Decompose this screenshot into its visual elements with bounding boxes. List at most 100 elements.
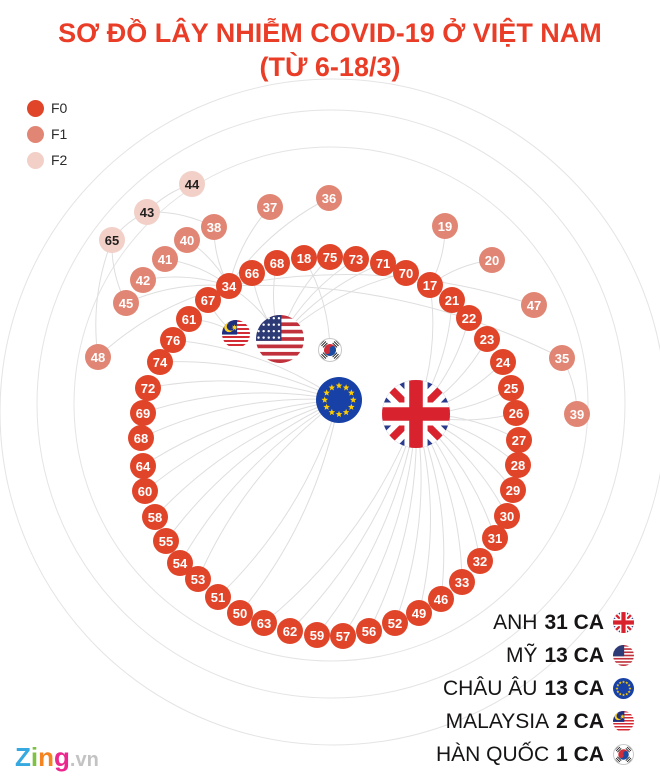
case-node-70: 70 bbox=[393, 260, 419, 286]
country-case-count: 31 CA bbox=[544, 610, 604, 634]
case-node-36: 36 bbox=[316, 185, 342, 211]
case-node-46: 46 bbox=[428, 586, 454, 612]
infection-link bbox=[228, 284, 563, 359]
zing-letter: n bbox=[38, 742, 55, 772]
zing-letter: i bbox=[30, 742, 39, 772]
case-node-38: 38 bbox=[201, 214, 227, 240]
case-node-37: 37 bbox=[257, 194, 283, 220]
case-node-68: 68 bbox=[264, 250, 290, 276]
infection-link bbox=[303, 257, 331, 351]
infection-link bbox=[179, 399, 340, 564]
level-label-f0: F0 bbox=[51, 100, 68, 116]
country-name: ANH bbox=[493, 610, 538, 634]
case-node-28: 28 bbox=[505, 452, 531, 478]
title-line1: SƠ ĐỒ LÂY NHIỄM COVID-19 Ở VIỆT NAM bbox=[58, 18, 602, 48]
case-node-58: 58 bbox=[142, 504, 168, 530]
case-node-50: 50 bbox=[227, 600, 253, 626]
case-node-68b: 68 bbox=[128, 425, 154, 451]
case-node-55: 55 bbox=[153, 528, 179, 554]
case-node-63: 63 bbox=[251, 610, 277, 636]
infection-link bbox=[142, 399, 340, 467]
case-node-75: 75 bbox=[317, 244, 343, 270]
country-name: MALAYSIA bbox=[445, 709, 550, 733]
infection-link bbox=[197, 399, 340, 580]
case-node-60: 60 bbox=[132, 478, 158, 504]
country-legend-korea: HÀN QUỐC 1 CA bbox=[436, 738, 634, 771]
infection-link bbox=[228, 197, 330, 287]
case-node-69: 69 bbox=[130, 400, 156, 426]
page-title: SƠ ĐỒ LÂY NHIỄM COVID-19 Ở VIỆT NAM (TỪ … bbox=[0, 16, 660, 84]
case-node-64: 64 bbox=[130, 453, 156, 479]
case-node-51: 51 bbox=[205, 584, 231, 610]
country-name: HÀN QUỐC bbox=[435, 742, 550, 766]
decor-circle bbox=[0, 78, 660, 746]
level-dot-f2 bbox=[27, 151, 44, 169]
case-node-40: 40 bbox=[174, 227, 200, 253]
case-node-42: 42 bbox=[130, 267, 156, 293]
case-node-25: 25 bbox=[498, 375, 524, 401]
case-node-72: 72 bbox=[135, 375, 161, 401]
uk-flag-icon bbox=[613, 612, 634, 633]
case-node-29: 29 bbox=[500, 477, 526, 503]
case-node-32: 32 bbox=[467, 548, 493, 574]
infection-link bbox=[239, 399, 340, 614]
case-node-48: 48 bbox=[85, 344, 111, 370]
country-case-count: 13 CA bbox=[544, 676, 604, 700]
case-node-41: 41 bbox=[152, 246, 178, 272]
infection-link bbox=[95, 239, 113, 358]
case-node-67: 67 bbox=[195, 287, 221, 313]
country-case-count: 1 CA bbox=[556, 742, 604, 766]
malaysia-flag-icon bbox=[222, 320, 250, 348]
case-node-49: 49 bbox=[406, 600, 432, 626]
country-legend-malaysia: MALAYSIA 2 CA bbox=[436, 705, 634, 738]
case-node-52: 52 bbox=[382, 610, 408, 636]
infection-link bbox=[142, 392, 340, 414]
case-node-73: 73 bbox=[343, 246, 369, 272]
zing-letter: Z bbox=[15, 742, 31, 772]
korea-flag-icon bbox=[318, 338, 342, 362]
level-dot-f1 bbox=[27, 125, 44, 143]
case-node-71: 71 bbox=[370, 250, 396, 276]
infection-link bbox=[154, 399, 340, 518]
case-node-33: 33 bbox=[449, 569, 475, 595]
case-node-53: 53 bbox=[185, 566, 211, 592]
eu-flag-icon bbox=[613, 678, 634, 699]
case-node-56: 56 bbox=[356, 618, 382, 644]
country-legend: ANH 31 CA MỸ 13 CA CHÂU ÂU 13 CA MALAYSIA 2 CA H… bbox=[436, 606, 634, 771]
case-node-19: 19 bbox=[432, 213, 458, 239]
infection-link bbox=[217, 399, 340, 598]
case-node-35: 35 bbox=[549, 345, 575, 371]
infection-link bbox=[165, 399, 340, 542]
case-node-17: 17 bbox=[417, 272, 443, 298]
case-node-43: 43 bbox=[134, 199, 160, 225]
malaysia-flag-icon bbox=[613, 711, 634, 732]
case-node-45: 45 bbox=[113, 290, 139, 316]
case-node-66: 66 bbox=[239, 260, 265, 286]
case-node-62: 62 bbox=[277, 618, 303, 644]
level-legend-item-f2: F2 bbox=[27, 147, 67, 173]
level-legend: F0 F1 F2 bbox=[27, 95, 67, 173]
title-line2: (TỪ 6-18/3) bbox=[259, 52, 401, 82]
case-node-26: 26 bbox=[503, 400, 529, 426]
country-name: CHÂU ÂU bbox=[442, 676, 538, 700]
us-flag-icon bbox=[613, 645, 634, 666]
case-node-30: 30 bbox=[494, 503, 520, 529]
zing-suffix: .vn bbox=[69, 749, 99, 771]
infection-link bbox=[159, 361, 340, 401]
country-case-count: 13 CA bbox=[544, 643, 604, 667]
case-node-24: 24 bbox=[490, 349, 516, 375]
level-label-f1: F1 bbox=[51, 126, 68, 142]
us-flag-icon bbox=[256, 315, 304, 363]
case-node-34: 34 bbox=[216, 273, 242, 299]
level-label-f2: F2 bbox=[51, 152, 68, 168]
level-legend-item-f0: F0 bbox=[27, 95, 67, 121]
case-node-54: 54 bbox=[167, 550, 193, 576]
case-node-18: 18 bbox=[291, 245, 317, 271]
case-node-44: 44 bbox=[179, 171, 205, 197]
country-legend-uk: ANH 31 CA bbox=[436, 606, 634, 639]
case-node-22: 22 bbox=[456, 305, 482, 331]
decor-circle bbox=[73, 146, 589, 662]
case-node-65: 65 bbox=[99, 227, 125, 253]
infection-link bbox=[147, 380, 340, 401]
